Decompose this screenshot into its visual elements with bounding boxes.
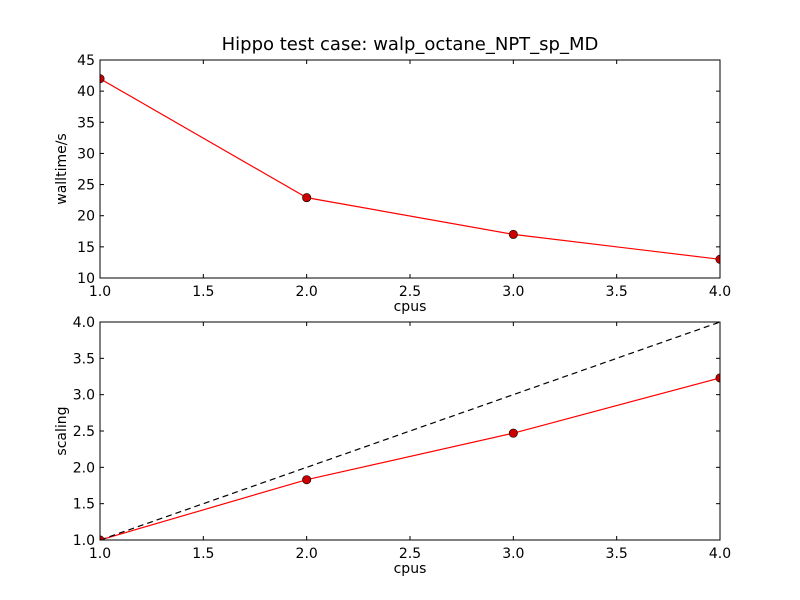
y-axis-label: walltime/s bbox=[54, 133, 70, 204]
data-point bbox=[508, 428, 518, 438]
x-tick-label: 2.0 bbox=[296, 546, 318, 562]
x-tick-label: 1.5 bbox=[192, 284, 214, 300]
y-tick-label: 1.5 bbox=[73, 497, 95, 513]
x-tick-label: 3.5 bbox=[606, 284, 628, 300]
x-tick-label: 2.5 bbox=[399, 546, 421, 562]
y-tick-label: 2.0 bbox=[73, 460, 95, 476]
x-tick-label: 2.5 bbox=[399, 284, 421, 300]
x-tick-label: 4.0 bbox=[709, 284, 731, 300]
y-axis-label: scaling bbox=[54, 406, 70, 455]
data-point bbox=[302, 475, 312, 485]
x-tick-label: 1.0 bbox=[89, 546, 111, 562]
y-tick-label: 25 bbox=[77, 178, 95, 194]
chart-title: Hippo test case: walp_octane_NPT_sp_MD bbox=[222, 34, 599, 55]
plot-area bbox=[100, 322, 720, 540]
y-tick-label: 1.0 bbox=[73, 533, 95, 549]
x-tick-label: 2.0 bbox=[296, 284, 318, 300]
x-axis-label: cpus bbox=[394, 561, 427, 577]
scaling-plot: 1.0 1.5 2.0 2.5 3.0 3.5 4.0 1.0 1.5 2.0 2.5 3.0 3.5 4… bbox=[54, 315, 731, 577]
y-tick-label: 4.0 bbox=[73, 315, 95, 331]
y-tick-label: 20 bbox=[77, 209, 95, 225]
x-axis-label: cpus bbox=[394, 299, 427, 315]
plot-area bbox=[100, 74, 720, 264]
x-tick-label: 4.0 bbox=[709, 546, 731, 562]
y-tick-label: 45 bbox=[77, 53, 95, 69]
x-tick-label: 3.5 bbox=[606, 546, 628, 562]
y-tick-label: 30 bbox=[77, 146, 95, 162]
y-tick-label: 10 bbox=[77, 271, 95, 287]
series-line bbox=[100, 377, 720, 540]
data-point bbox=[302, 193, 312, 203]
y-tick-label: 3.0 bbox=[73, 388, 95, 404]
series-line bbox=[100, 78, 720, 260]
x-tick-label: 3.0 bbox=[502, 284, 524, 300]
walltime-plot: 1.0 1.5 2.0 2.5 3.0 3.5 4.0 10 15 20 25 30 35 40 45 cpu… bbox=[54, 53, 731, 315]
y-tick-label: 35 bbox=[77, 115, 95, 131]
x-tick-label: 3.0 bbox=[502, 546, 524, 562]
y-tick-label: 15 bbox=[77, 240, 95, 256]
x-tick-label: 1.5 bbox=[192, 546, 214, 562]
y-tick-label: 3.5 bbox=[73, 351, 95, 367]
x-tick-label: 1.0 bbox=[89, 284, 111, 300]
data-point bbox=[508, 229, 518, 239]
y-tick-label: 40 bbox=[77, 84, 95, 100]
y-tick-label: 2.5 bbox=[73, 424, 95, 440]
